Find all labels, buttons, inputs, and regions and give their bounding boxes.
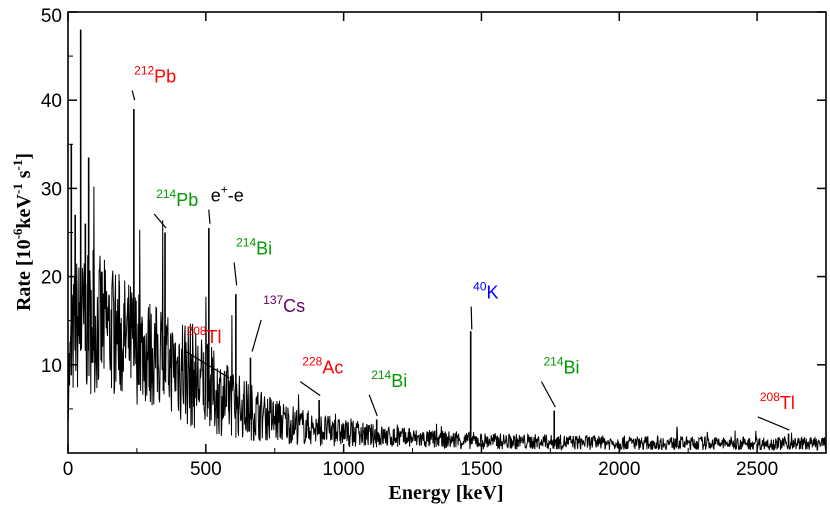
x-tick-label: 2000: [598, 459, 640, 480]
annotation-leader: [757, 416, 790, 431]
y-axis-title: Rate [10-6keV-1 s-1]: [10, 153, 35, 311]
spectrum-line: [67, 29, 827, 452]
y-tick-label: 30: [41, 179, 62, 200]
y-tick-label: 20: [41, 268, 62, 289]
plot-frame: [67, 11, 827, 454]
peak-label: 214Bi: [543, 355, 579, 378]
annotation-leader: [131, 90, 136, 101]
y-axis-title-exp2: -1: [10, 183, 25, 194]
annotation-leader: [153, 213, 167, 229]
peak-annotations: 212Pb 214Pb e+-e 214Bi 137Cs 208Tl 228Ac 214Bi 4…: [131, 64, 795, 431]
peak-label: 228Ac: [302, 355, 343, 378]
peak-label: 40K: [473, 280, 498, 303]
x-tick-label: 2500: [736, 459, 778, 480]
x-tick-label: 1000: [322, 459, 364, 480]
x-tick-label: 500: [190, 459, 222, 480]
annotation-leader: [299, 381, 321, 397]
y-axis-title-exp1: -6: [10, 228, 25, 239]
x-tick-label: 0: [63, 459, 74, 480]
annotation-leader: [251, 319, 262, 352]
peak-label: e+-e: [211, 183, 244, 206]
peak-label: 214Bi: [371, 368, 407, 391]
annotation-leader: [208, 209, 211, 224]
plot-area: [67, 11, 827, 454]
x-tick-label: 1500: [460, 459, 502, 480]
peak-label: 212Pb: [134, 64, 176, 87]
y-axis-title-base: Rate [10: [13, 239, 35, 311]
annotation-leader: [540, 381, 556, 408]
peak-label: 137Cs: [263, 293, 305, 316]
axis-ticks: 0 500 1000 1500 2000 2500 10 20 30 40 50: [41, 6, 826, 480]
peak-label: 208Tl: [760, 390, 795, 413]
peak-label: 208Tl: [187, 324, 222, 347]
y-axis-title-mid2: s: [13, 170, 35, 183]
y-tick-label: 50: [41, 6, 62, 27]
y-tick-label: 10: [41, 356, 62, 377]
y-axis-title-mid1: keV: [13, 194, 35, 229]
y-axis-title-exp3: -1: [10, 160, 25, 171]
annotation-leader: [470, 306, 473, 330]
x-axis-title: Energy [keV]: [389, 482, 504, 504]
y-axis-title-end: ]: [13, 153, 35, 160]
annotation-leader: [184, 350, 230, 379]
annotation-leader: [368, 394, 378, 417]
annotation-leader: [233, 262, 238, 286]
peak-label: 214Bi: [236, 236, 272, 259]
y-tick-label: 40: [41, 91, 62, 112]
peak-label: 214Pb: [156, 187, 198, 210]
